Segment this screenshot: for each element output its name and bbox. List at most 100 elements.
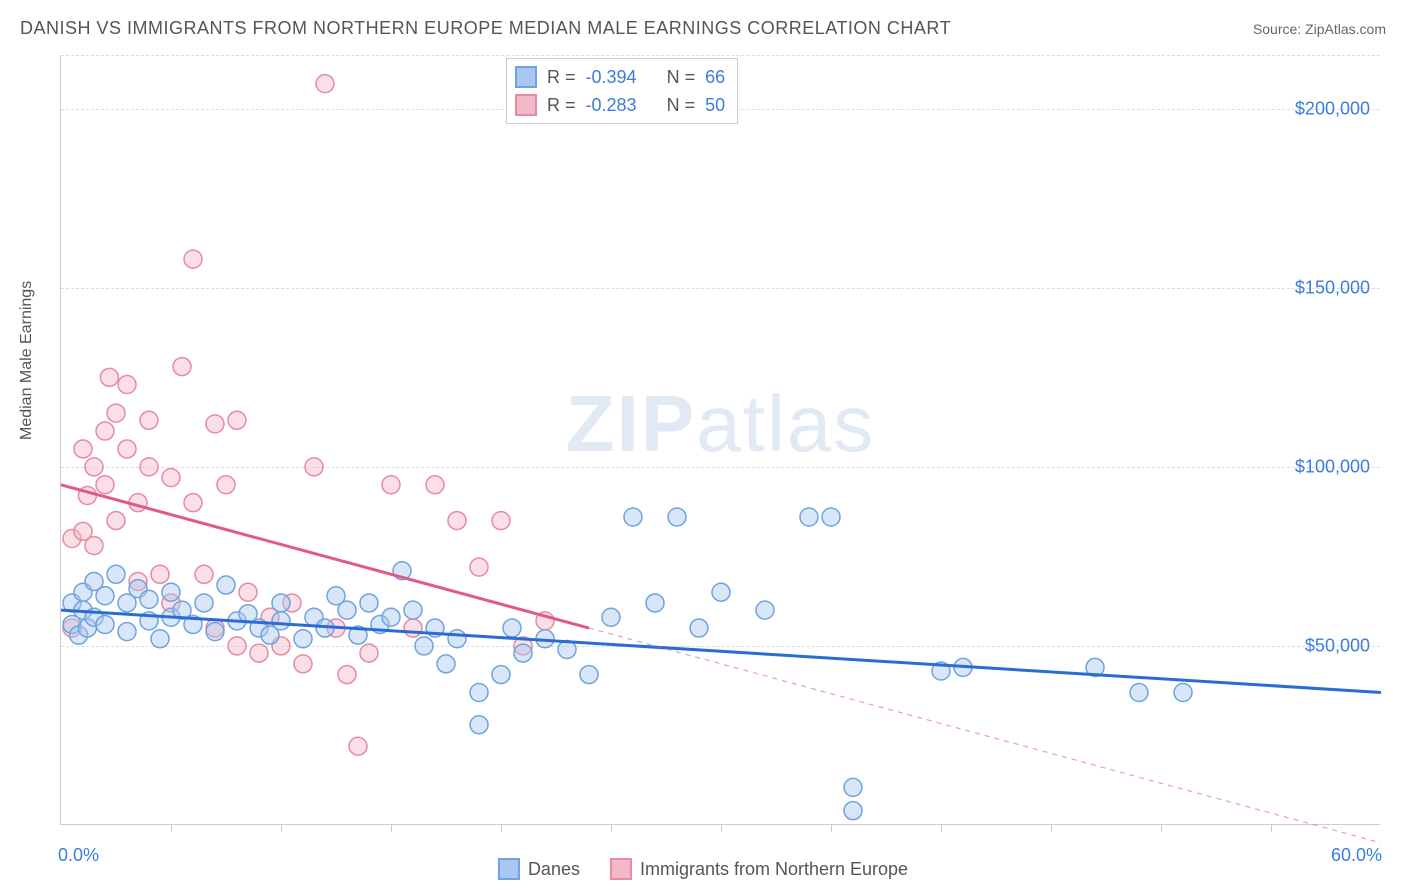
data-point	[184, 250, 202, 268]
data-point	[360, 594, 378, 612]
data-point	[800, 508, 818, 526]
data-point	[404, 619, 422, 637]
data-point	[195, 594, 213, 612]
data-point	[294, 655, 312, 673]
data-point	[250, 644, 268, 662]
data-point	[415, 637, 433, 655]
data-point	[217, 576, 235, 594]
legend-swatch	[515, 94, 537, 116]
x-tick	[721, 824, 722, 832]
data-point	[272, 612, 290, 630]
data-point	[140, 458, 158, 476]
data-point	[228, 637, 246, 655]
source-attribution: Source: ZipAtlas.com	[1253, 21, 1386, 37]
data-point	[470, 716, 488, 734]
source-label: Source:	[1253, 21, 1301, 37]
data-point	[338, 601, 356, 619]
n-value: 50	[705, 91, 725, 119]
data-point	[503, 619, 521, 637]
data-point	[492, 512, 510, 530]
data-point	[206, 623, 224, 641]
data-point	[844, 802, 862, 820]
data-point	[382, 608, 400, 626]
data-point	[448, 630, 466, 648]
data-point	[448, 512, 466, 530]
x-tick	[281, 824, 282, 832]
data-point	[349, 737, 367, 755]
data-point	[294, 630, 312, 648]
data-point	[107, 565, 125, 583]
data-point	[74, 440, 92, 458]
data-point	[844, 778, 862, 796]
data-point	[712, 583, 730, 601]
data-point	[822, 508, 840, 526]
legend-swatch	[515, 66, 537, 88]
trend-line-extrapolated	[589, 628, 1381, 843]
data-point	[107, 404, 125, 422]
data-point	[514, 644, 532, 662]
legend-label: Immigrants from Northern Europe	[640, 859, 908, 880]
data-point	[470, 683, 488, 701]
data-point	[85, 537, 103, 555]
data-point	[492, 666, 510, 684]
data-point	[360, 644, 378, 662]
correlation-row: R =-0.394N =66	[515, 63, 725, 91]
data-point	[140, 590, 158, 608]
series-legend: Danes Immigrants from Northern Europe	[498, 858, 908, 880]
x-tick	[501, 824, 502, 832]
data-point	[173, 358, 191, 376]
data-point	[96, 422, 114, 440]
data-point	[668, 508, 686, 526]
x-axis-max-label: 60.0%	[1331, 845, 1382, 866]
legend-swatch	[610, 858, 632, 880]
data-point	[162, 469, 180, 487]
correlation-row: R = -0.283 N = 50	[515, 91, 725, 119]
r-value: -0.283	[586, 91, 637, 119]
data-point	[107, 512, 125, 530]
data-point	[690, 619, 708, 637]
data-point	[316, 75, 334, 93]
legend-item: Danes	[498, 858, 580, 880]
legend-label: Danes	[528, 859, 580, 880]
chart-title: DANISH VS IMMIGRANTS FROM NORTHERN EUROP…	[20, 18, 951, 39]
data-point	[756, 601, 774, 619]
data-point	[1174, 683, 1192, 701]
data-point	[239, 583, 257, 601]
data-point	[85, 458, 103, 476]
data-point	[602, 608, 620, 626]
data-point	[404, 601, 422, 619]
source-link[interactable]: ZipAtlas.com	[1305, 21, 1386, 37]
data-point	[96, 587, 114, 605]
data-point	[151, 630, 169, 648]
data-point	[426, 476, 444, 494]
x-tick	[941, 824, 942, 832]
data-point	[338, 666, 356, 684]
x-tick	[391, 824, 392, 832]
x-tick	[1271, 824, 1272, 832]
data-point	[1130, 683, 1148, 701]
legend-swatch	[498, 858, 520, 880]
r-label: R =	[547, 63, 576, 91]
x-tick	[831, 824, 832, 832]
data-point	[206, 415, 224, 433]
data-point	[118, 440, 136, 458]
data-point	[470, 558, 488, 576]
data-point	[217, 476, 235, 494]
r-label: R =	[547, 91, 576, 119]
data-point	[118, 375, 136, 393]
x-tick	[171, 824, 172, 832]
data-point	[305, 458, 323, 476]
chart-plot-area: ZIPatlas $50,000$100,000$150,000$200,000…	[60, 55, 1380, 825]
trend-line	[61, 485, 589, 628]
data-point	[100, 368, 118, 386]
data-point	[580, 666, 598, 684]
data-point	[228, 411, 246, 429]
correlation-legend: R =-0.394N =66R = -0.283 N = 50	[506, 58, 738, 124]
n-value: 66	[705, 63, 725, 91]
data-point	[151, 565, 169, 583]
data-point	[184, 494, 202, 512]
n-label: N =	[667, 91, 696, 119]
data-point	[646, 594, 664, 612]
data-point	[382, 476, 400, 494]
x-tick	[1161, 824, 1162, 832]
